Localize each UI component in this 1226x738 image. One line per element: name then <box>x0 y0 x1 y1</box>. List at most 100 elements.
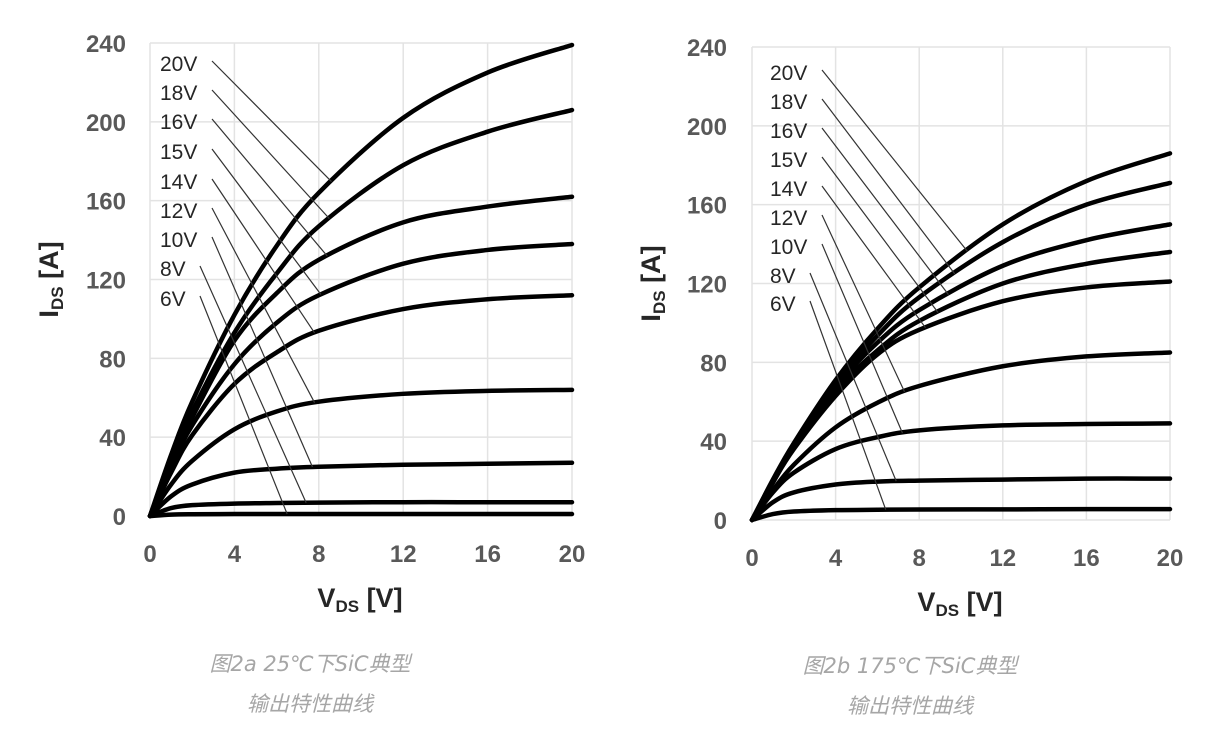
series-line-20V <box>749 151 1173 523</box>
series-label-20V: 20V <box>770 62 807 85</box>
x-tick-label: 4 <box>829 545 843 572</box>
series-label-15V: 15V <box>160 141 197 164</box>
series-line-14V <box>147 293 575 519</box>
series-line-18V <box>147 107 575 519</box>
series-label-14V: 14V <box>160 171 197 194</box>
series-line-12V <box>147 387 575 519</box>
leader-line-18V <box>821 98 956 275</box>
series-label-6V: 6V <box>770 293 796 316</box>
x-tick-label: 8 <box>312 541 325 568</box>
series-label-12V: 12V <box>770 207 807 230</box>
y-tick-label: 240 <box>687 35 727 62</box>
x-axis-title-unit: [V] <box>359 583 403 613</box>
leader-line-6V <box>809 300 887 510</box>
y-tick-label: 40 <box>700 429 727 456</box>
series-line-6V <box>147 511 575 519</box>
series-label-16V: 16V <box>160 111 197 134</box>
y-tick-label: 160 <box>687 193 727 220</box>
y-axis-title-main: I <box>34 310 64 318</box>
y-axis-title-main: I <box>636 314 666 322</box>
x-tick-label: 12 <box>390 541 417 568</box>
x-axis-title: VDS [V] <box>317 583 402 616</box>
y-tick-label: 0 <box>714 508 727 535</box>
leader-line-14V <box>821 185 926 329</box>
y-tick-label: 80 <box>99 346 126 373</box>
series-line-8V <box>147 499 575 519</box>
x-axis-title-sub: DS <box>935 601 959 620</box>
series-label-15V: 15V <box>770 149 807 172</box>
series-line-10V <box>749 421 1173 523</box>
series-label-6V: 6V <box>160 288 186 311</box>
series-line-20V <box>147 42 575 519</box>
series-line-14V <box>749 279 1173 523</box>
leader-line-12V <box>821 214 906 393</box>
series-label-14V: 14V <box>770 178 807 201</box>
leader-line-20V <box>211 60 332 182</box>
leader-line-8V <box>809 272 897 482</box>
series-label-8V: 8V <box>770 265 796 288</box>
caption-left: 图2a 25℃下SiC典型 输出特性曲线 <box>110 644 510 724</box>
leader-line-15V <box>821 156 939 313</box>
y-tick-label: 80 <box>700 350 727 377</box>
x-tick-label: 8 <box>913 545 926 572</box>
x-tick-label: 16 <box>474 541 501 568</box>
series-line-10V <box>147 460 575 519</box>
y-axis-title: IDS [A] <box>636 245 669 321</box>
y-axis-title-sub: DS <box>48 286 67 310</box>
leader-line-12V <box>211 207 316 403</box>
series-label-10V: 10V <box>160 229 197 252</box>
x-axis-title-sub: DS <box>335 597 359 616</box>
series-line-16V <box>147 194 575 519</box>
y-axis-title: IDS [A] <box>34 241 67 317</box>
y-tick-label: 200 <box>687 114 727 141</box>
leader-line-6V <box>199 295 288 515</box>
series-line-6V <box>749 506 1173 523</box>
y-tick-label: 200 <box>86 110 126 137</box>
y-axis-title-unit: [A] <box>34 241 64 286</box>
caption-left-line1: 图2a 25℃下SiC典型 <box>209 652 411 676</box>
y-tick-label: 120 <box>687 272 727 299</box>
y-tick-label: 160 <box>86 189 126 216</box>
x-axis-title: VDS [V] <box>917 587 1002 620</box>
series-line-12V <box>749 350 1173 523</box>
y-tick-label: 40 <box>99 425 126 452</box>
series-label-12V: 12V <box>160 200 197 223</box>
x-axis-title-main: V <box>917 587 935 617</box>
series-label-20V: 20V <box>160 53 197 76</box>
leader-line-16V <box>211 118 328 257</box>
leader-line-15V <box>211 148 322 295</box>
leader-line-20V <box>821 69 968 252</box>
caption-right-line2: 输出特性曲线 <box>847 694 973 718</box>
y-axis-title-sub: DS <box>650 290 669 314</box>
series-label-8V: 8V <box>160 258 186 281</box>
caption-right-line1: 图2b 175℃下SiC典型 <box>802 654 1018 678</box>
series-label-10V: 10V <box>770 236 807 259</box>
x-tick-label: 20 <box>1157 545 1184 572</box>
series-line-8V <box>749 476 1173 523</box>
x-axis-title-unit: [V] <box>959 587 1003 617</box>
x-tick-label: 12 <box>989 545 1016 572</box>
y-tick-label: 240 <box>86 31 126 58</box>
series-line-15V <box>147 241 575 519</box>
series-label-16V: 16V <box>770 120 807 143</box>
x-tick-label: 0 <box>143 541 156 568</box>
leader-line-16V <box>821 127 949 295</box>
caption-right: 图2b 175℃下SiC典型 输出特性曲线 <box>710 646 1110 726</box>
series-label-18V: 18V <box>160 82 197 105</box>
x-tick-label: 4 <box>228 541 242 568</box>
x-tick-label: 20 <box>559 541 586 568</box>
leader-line-18V <box>211 89 330 220</box>
series-label-18V: 18V <box>770 91 807 114</box>
leader-line-10V <box>211 236 314 468</box>
y-tick-label: 120 <box>86 268 126 295</box>
leader-line-10V <box>821 243 904 434</box>
x-axis-title-main: V <box>317 583 335 613</box>
x-tick-label: 16 <box>1073 545 1100 572</box>
y-axis-title-unit: [A] <box>636 245 666 290</box>
leader-line-8V <box>199 265 307 503</box>
leader-line-14V <box>211 178 316 334</box>
y-tick-label: 0 <box>113 504 126 531</box>
